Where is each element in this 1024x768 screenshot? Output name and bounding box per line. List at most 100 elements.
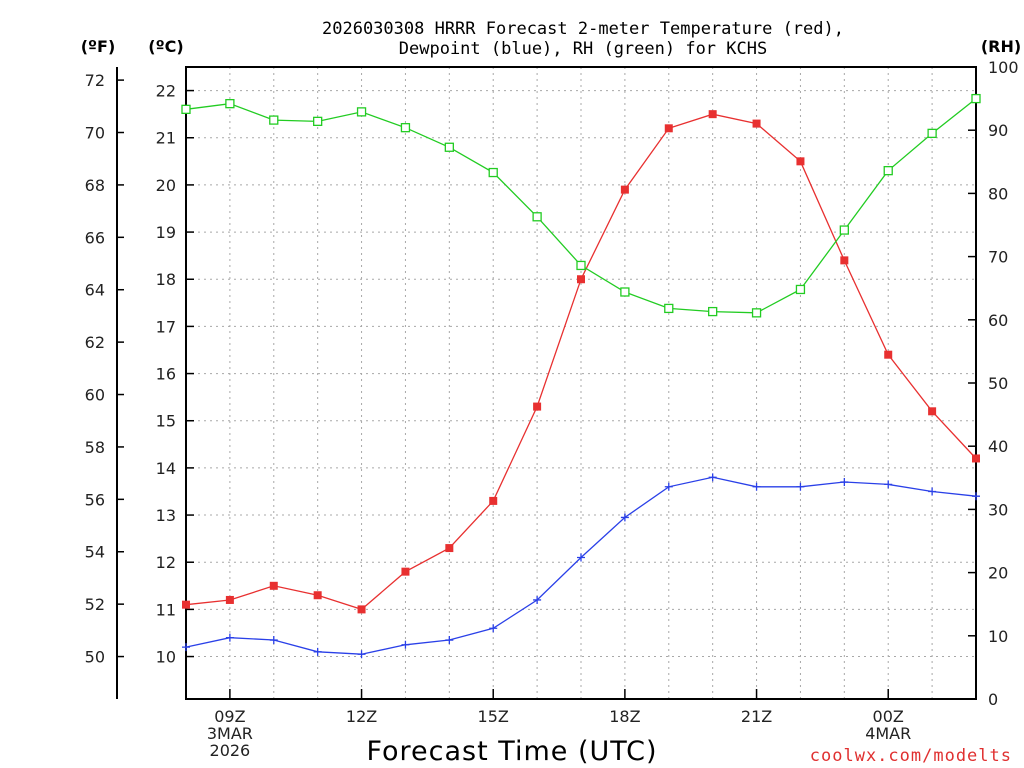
grid-lines bbox=[186, 67, 976, 699]
dewpoint-point bbox=[533, 595, 542, 604]
x-tick-label: 18Z bbox=[609, 707, 640, 726]
rh-point bbox=[269, 115, 279, 125]
2-meter-temperature-point bbox=[357, 605, 366, 614]
celsius-unit-label: (ºC) bbox=[148, 37, 183, 56]
chart-title-line2: Dewpoint (blue), RH (green) for KCHS bbox=[399, 39, 767, 59]
rh-point bbox=[313, 116, 323, 127]
rh-point bbox=[488, 167, 498, 178]
rh-tick-label: 20 bbox=[988, 564, 1008, 583]
fahrenheit-tick-label: 66 bbox=[85, 228, 105, 247]
2-meter-temperature-point bbox=[489, 496, 498, 505]
celsius-tick-label: 13 bbox=[156, 506, 176, 525]
chart-axes: 50 52 54 56 58 60 62 64 66 68 70 72 10 11 12 13 14 15 16 17… bbox=[85, 58, 1019, 709]
dewpoint-point bbox=[972, 492, 980, 501]
rh-tick-label: 60 bbox=[988, 311, 1008, 330]
x-tick-label: 4MAR bbox=[865, 724, 911, 743]
celsius-tick-label: 21 bbox=[156, 129, 176, 148]
rh-point bbox=[576, 260, 586, 271]
2-meter-temperature-point bbox=[577, 275, 585, 284]
dewpoint-point bbox=[401, 640, 410, 649]
2-meter-temperature-point bbox=[796, 157, 805, 166]
fahrenheit-tick-label: 72 bbox=[85, 71, 105, 90]
rh-point bbox=[883, 165, 893, 176]
rh-point bbox=[444, 142, 454, 152]
dewpoint-point bbox=[313, 647, 322, 656]
x-tick-label: 15Z bbox=[478, 707, 509, 726]
x-tick-label: 3MAR bbox=[207, 724, 253, 743]
credit-text: coolwx.com/modelts bbox=[810, 746, 1012, 766]
rh-tick-label: 90 bbox=[988, 121, 1008, 140]
celsius-tick-label: 10 bbox=[156, 648, 176, 667]
x-tick-label: 09Z bbox=[214, 707, 245, 726]
celsius-tick-label: 19 bbox=[156, 223, 176, 242]
2-meter-temperature-point bbox=[533, 402, 542, 411]
rh-point bbox=[708, 306, 718, 317]
fahrenheit-tick-label: 70 bbox=[85, 124, 105, 143]
plot-frame bbox=[185, 66, 977, 700]
dewpoint-point bbox=[357, 650, 366, 659]
fahrenheit-tick-label: 56 bbox=[85, 490, 105, 509]
x-tick-label: 12Z bbox=[346, 707, 377, 726]
dewpoint-point bbox=[884, 480, 893, 489]
rh-tick-label: 40 bbox=[988, 437, 1008, 456]
2-meter-temperature-point bbox=[840, 256, 849, 265]
2-meter-temperature-point bbox=[972, 454, 980, 463]
fahrenheit-tick-label: 62 bbox=[85, 333, 105, 352]
fahrenheit-unit-label: (ºF) bbox=[81, 37, 116, 56]
celsius-tick-label: 20 bbox=[156, 176, 176, 195]
fahrenheit-tick-label: 54 bbox=[85, 543, 105, 562]
dewpoint-point bbox=[664, 482, 673, 491]
dewpoint-point bbox=[840, 478, 849, 487]
rh-tick-label: 0 bbox=[988, 690, 998, 709]
dewpoint-point bbox=[928, 487, 937, 496]
x-tick-label: 2026 bbox=[210, 741, 251, 760]
x-tick-label: 21Z bbox=[741, 707, 772, 726]
dewpoint-point bbox=[269, 636, 278, 645]
rh-tick-label: 100 bbox=[988, 58, 1019, 77]
rh-tick-label: 30 bbox=[988, 500, 1008, 519]
celsius-tick-label: 16 bbox=[156, 365, 176, 384]
2-meter-temperature-point bbox=[884, 350, 893, 359]
rh-point bbox=[181, 104, 191, 114]
dewpoint-point bbox=[620, 513, 629, 522]
2-meter-temperature-point bbox=[752, 119, 761, 128]
rh-tick-label: 50 bbox=[988, 374, 1008, 393]
dewpoint-point bbox=[708, 473, 717, 482]
rh-tick-label: 80 bbox=[988, 184, 1008, 203]
2-meter-temperature-point bbox=[664, 124, 673, 133]
dewpoint-point bbox=[752, 482, 761, 491]
fahrenheit-tick-label: 50 bbox=[85, 648, 105, 667]
rh-tick-label: 10 bbox=[988, 627, 1008, 646]
rh-point bbox=[751, 308, 762, 318]
rh-point bbox=[795, 284, 806, 295]
rh-point bbox=[664, 303, 674, 314]
fahrenheit-tick-label: 60 bbox=[85, 386, 105, 405]
2-meter-temperature-point bbox=[620, 185, 629, 194]
rh-point bbox=[927, 128, 937, 139]
rh-point bbox=[400, 123, 411, 133]
dewpoint-point bbox=[796, 482, 805, 491]
celsius-tick-label: 14 bbox=[156, 459, 176, 478]
dewpoint-point bbox=[182, 643, 190, 652]
x-axis-title: Forecast Time (UTC) bbox=[366, 736, 657, 767]
rh-point bbox=[532, 212, 542, 222]
fahrenheit-tick-label: 58 bbox=[85, 438, 105, 457]
rh-unit-label: (RH) bbox=[981, 37, 1021, 56]
rh-point bbox=[971, 93, 981, 104]
celsius-tick-label: 17 bbox=[156, 317, 176, 336]
celsius-tick-label: 12 bbox=[156, 553, 176, 572]
celsius-tick-label: 18 bbox=[156, 270, 176, 289]
2-meter-temperature-point bbox=[225, 595, 234, 604]
rh-tick-label: 70 bbox=[988, 248, 1008, 267]
dewpoint-point bbox=[577, 553, 585, 562]
2-meter-temperature-point bbox=[928, 407, 937, 416]
celsius-tick-label: 11 bbox=[156, 600, 176, 619]
celsius-tick-label: 15 bbox=[156, 412, 176, 431]
celsius-tick-label: 22 bbox=[156, 82, 176, 101]
2-meter-temperature-point bbox=[708, 110, 717, 119]
2-meter-temperature-point bbox=[401, 567, 410, 576]
fahrenheit-tick-label: 64 bbox=[85, 281, 105, 300]
fahrenheit-tick-label: 68 bbox=[85, 176, 105, 195]
